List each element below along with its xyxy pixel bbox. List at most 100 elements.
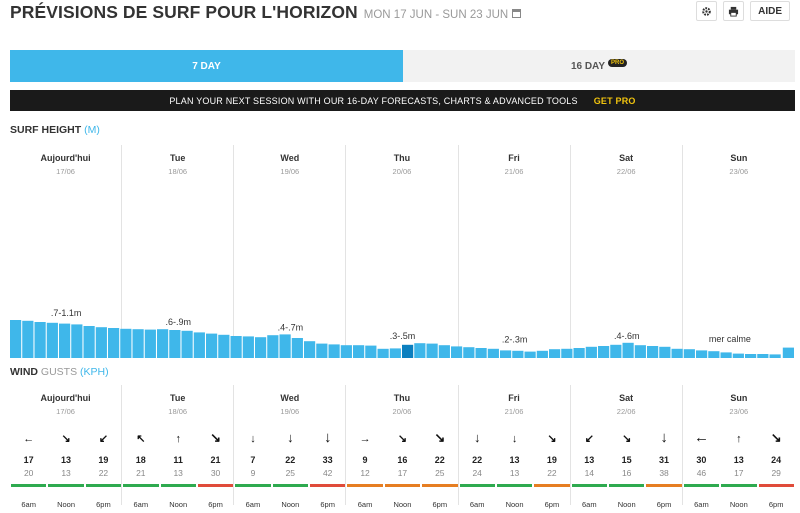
surf-bar[interactable] <box>671 348 683 358</box>
surf-bar[interactable] <box>218 334 230 358</box>
surf-bar[interactable] <box>549 349 561 358</box>
wind-cell: 22 <box>272 450 309 465</box>
wind-direction-arrow-icon: ← <box>693 429 709 446</box>
surf-bar[interactable] <box>769 354 781 358</box>
surf-bar[interactable] <box>144 329 156 358</box>
settings-button[interactable] <box>696 1 718 21</box>
wind-cell: 19 <box>85 450 122 465</box>
surf-bar[interactable] <box>193 332 205 358</box>
page-header: PRÉVISIONS DE SURF POUR L'HORIZON MON 17… <box>10 2 522 24</box>
wind-direction-arrow-icon: → <box>359 433 371 445</box>
surf-bar[interactable] <box>34 322 46 358</box>
tab-16-day[interactable]: 16 DAY PRO <box>403 50 795 82</box>
surf-bar[interactable] <box>487 348 499 358</box>
wind-cell: 12 <box>346 463 383 478</box>
wind-gust: 13 <box>173 468 183 478</box>
surf-bar[interactable] <box>475 348 487 358</box>
wind-day-grid: Aujourd'hui 17/06 Tue 18/06 Wed 19/06 Thu 20/06… <box>10 385 795 505</box>
surf-bar[interactable] <box>500 350 512 358</box>
wind-cell: ← <box>683 429 720 446</box>
wind-cell <box>160 484 197 488</box>
surf-bar[interactable] <box>181 330 193 358</box>
wind-day-column: Sat 22/06 <box>571 385 683 505</box>
surf-bar[interactable] <box>647 346 659 358</box>
surf-bar[interactable] <box>304 341 316 358</box>
surf-bar[interactable] <box>757 354 769 358</box>
surf-bar[interactable] <box>157 329 169 358</box>
surf-bar[interactable] <box>745 354 757 358</box>
day-name: Sun <box>730 153 748 163</box>
surf-bar[interactable] <box>732 353 744 358</box>
surf-bar[interactable] <box>83 326 95 358</box>
surf-bar[interactable] <box>524 351 536 358</box>
surf-bar[interactable] <box>353 345 365 358</box>
surf-bar[interactable] <box>463 347 475 358</box>
surf-bar[interactable] <box>438 345 450 358</box>
surf-bar[interactable] <box>426 343 438 358</box>
get-pro-link[interactable]: GET PRO <box>593 95 636 106</box>
wind-cell: Noon <box>272 494 309 509</box>
surf-bar[interactable] <box>622 342 634 358</box>
day-name: Thu <box>393 153 411 163</box>
calendar-icon[interactable] <box>512 9 522 18</box>
surf-bar[interactable] <box>365 345 377 358</box>
surf-bar[interactable] <box>536 350 548 358</box>
surf-bar[interactable] <box>561 348 573 358</box>
surf-bar[interactable] <box>59 323 71 358</box>
surf-bar[interactable] <box>328 344 340 358</box>
surf-bar[interactable] <box>451 346 463 358</box>
surf-bar[interactable] <box>132 329 144 358</box>
surf-bar[interactable] <box>46 322 58 358</box>
surf-bar[interactable] <box>402 344 414 358</box>
day-name: Tue <box>170 393 186 403</box>
surf-bar[interactable] <box>267 335 279 358</box>
surf-bar[interactable] <box>389 348 401 358</box>
surf-bar[interactable] <box>720 352 732 358</box>
wind-cell <box>47 484 84 488</box>
surf-bar[interactable] <box>242 336 254 358</box>
wind-rating-row <box>10 484 795 488</box>
wind-cell: Noon <box>608 494 645 509</box>
wind-speed: 7 <box>250 455 256 465</box>
surf-bar[interactable] <box>291 338 303 358</box>
surf-bar[interactable] <box>512 350 524 358</box>
wind-rating-bar <box>422 484 458 487</box>
surf-bar[interactable] <box>696 350 708 358</box>
surf-bar[interactable] <box>95 327 107 358</box>
surf-bar[interactable] <box>598 346 610 358</box>
surf-bar[interactable] <box>71 324 83 358</box>
surf-bar[interactable] <box>206 333 218 358</box>
help-button[interactable]: AIDE <box>750 1 790 21</box>
surf-bar[interactable] <box>377 348 389 358</box>
surf-bar[interactable] <box>610 344 622 358</box>
surf-bar[interactable] <box>708 351 720 358</box>
surf-bar[interactable] <box>108 328 120 358</box>
surf-bar[interactable] <box>782 347 794 358</box>
promo-text: PLAN YOUR NEXT SESSION WITH OUR 16-DAY F… <box>169 95 578 106</box>
wind-cell: 42 <box>309 463 346 478</box>
surf-bar[interactable] <box>169 330 181 358</box>
surf-bar[interactable] <box>340 345 352 358</box>
wind-cell: 9 <box>234 463 271 478</box>
wind-subtitle: GUSTS <box>40 366 78 378</box>
surf-bar[interactable] <box>659 346 671 358</box>
print-button[interactable] <box>723 1 745 21</box>
surf-bar[interactable] <box>414 343 426 358</box>
day-name: Wed <box>280 153 300 163</box>
wind-direction-arrow-icon: ↑ <box>175 433 181 445</box>
surf-bar[interactable] <box>634 345 646 358</box>
surf-bar[interactable] <box>10 320 22 358</box>
surf-bar[interactable] <box>279 334 291 358</box>
wind-speed: 22 <box>434 455 445 465</box>
tab-7-day[interactable]: 7 DAY <box>10 50 403 82</box>
wind-cell <box>758 484 795 488</box>
surf-bar[interactable] <box>683 349 695 358</box>
surf-bar[interactable] <box>585 346 597 358</box>
day-date: 23/06 <box>729 407 749 416</box>
surf-bar[interactable] <box>22 320 34 358</box>
surf-bar[interactable] <box>573 348 585 358</box>
surf-bar[interactable] <box>230 336 242 358</box>
surf-bar[interactable] <box>255 337 267 358</box>
surf-bar[interactable] <box>316 343 328 358</box>
surf-bar[interactable] <box>120 328 132 358</box>
